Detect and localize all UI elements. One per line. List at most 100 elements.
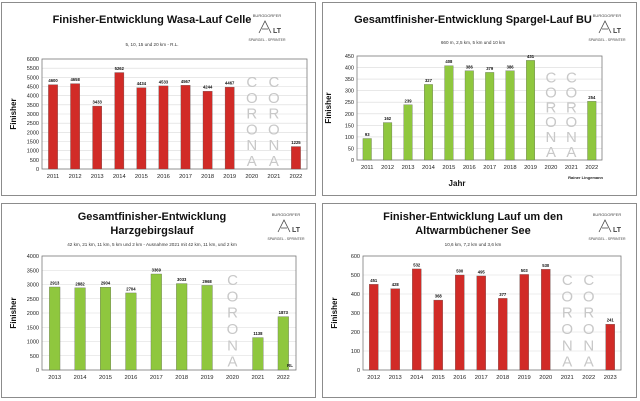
bar bbox=[362, 138, 372, 161]
x-tick-label: 2016 bbox=[463, 165, 476, 171]
bar bbox=[412, 268, 422, 371]
y-tick-label: 200 bbox=[345, 112, 354, 118]
bar bbox=[70, 83, 80, 170]
data-label: 4244 bbox=[203, 85, 213, 90]
data-label: 2968 bbox=[202, 279, 212, 284]
bar bbox=[505, 70, 515, 161]
corona-letter: A bbox=[269, 153, 279, 170]
x-tick-label: 2013 bbox=[91, 174, 104, 180]
corona-letter: O bbox=[545, 84, 557, 101]
data-label: 4567 bbox=[181, 79, 191, 84]
bar bbox=[369, 284, 379, 371]
corona-letter: R bbox=[562, 305, 573, 322]
x-tick-label: 2012 bbox=[69, 174, 82, 180]
corona-letter: O bbox=[268, 121, 280, 138]
data-label: 1138 bbox=[253, 331, 263, 336]
bar bbox=[291, 146, 301, 170]
corona-letter: A bbox=[546, 144, 556, 161]
x-tick-label: 2013 bbox=[389, 375, 402, 381]
logo-figure-icon bbox=[598, 20, 612, 34]
y-tick-label: 500 bbox=[30, 354, 39, 360]
data-label: 3369 bbox=[152, 267, 162, 272]
y-tick-label: 0 bbox=[351, 158, 354, 164]
bar bbox=[444, 65, 454, 161]
x-tick-label: 2016 bbox=[157, 174, 170, 180]
y-tick-label: 350 bbox=[345, 77, 354, 83]
y-tick-label: 5000 bbox=[27, 75, 39, 81]
x-tick-label: 2012 bbox=[367, 375, 380, 381]
bar bbox=[526, 60, 535, 161]
x-tick-label: 2017 bbox=[475, 375, 488, 381]
y-tick-label: 2000 bbox=[27, 311, 39, 317]
y-tick-label: 50 bbox=[348, 146, 354, 152]
data-label: 2913 bbox=[50, 280, 60, 285]
data-label: 4658 bbox=[70, 77, 80, 82]
corona-letter: N bbox=[562, 337, 573, 354]
x-tick-label: 2016 bbox=[124, 375, 137, 381]
x-tick-label: 2022 bbox=[277, 375, 290, 381]
corona-letter: R bbox=[546, 99, 557, 116]
bar bbox=[114, 72, 125, 170]
x-tick-label: 2011 bbox=[361, 165, 373, 171]
data-label: 530 bbox=[542, 263, 550, 268]
corona-letter: N bbox=[546, 129, 557, 146]
y-tick-label: 250 bbox=[345, 100, 354, 106]
data-label: 500 bbox=[456, 269, 464, 274]
data-label: 241 bbox=[607, 318, 615, 323]
corona-letter: R bbox=[268, 106, 279, 123]
corona-letter: A bbox=[562, 354, 572, 371]
corona-letter: A bbox=[566, 144, 576, 161]
plot-area bbox=[362, 255, 622, 371]
bar bbox=[498, 298, 508, 371]
logo-mark: LT bbox=[273, 28, 282, 35]
bar bbox=[519, 274, 529, 371]
data-label: 428 bbox=[392, 282, 400, 287]
corona-letter: C bbox=[246, 74, 257, 91]
y-tick-label: 400 bbox=[351, 292, 360, 298]
data-label: 4533 bbox=[159, 79, 169, 84]
corona-letter: O bbox=[561, 288, 573, 305]
y-axis-label: Finisher bbox=[330, 297, 339, 328]
bar bbox=[587, 101, 597, 161]
logo-bottom-text: SPARGEL - SPRINTER bbox=[589, 38, 626, 42]
data-label: 162 bbox=[384, 116, 392, 121]
corona-letter: O bbox=[583, 321, 595, 338]
y-axis-label: Finisher bbox=[9, 297, 18, 328]
data-label: 532 bbox=[413, 262, 421, 267]
y-tick-label: 300 bbox=[345, 89, 354, 95]
y-tick-label: 0 bbox=[36, 167, 39, 173]
corona-letter: O bbox=[227, 288, 239, 305]
y-tick-label: 1000 bbox=[27, 340, 39, 346]
corona-letter: O bbox=[583, 288, 595, 305]
logo-mark: LT bbox=[292, 227, 301, 234]
chart-title: Gesamtfinisher-Entwicklung Spargel-Lauf … bbox=[354, 14, 592, 26]
logo-top-text: BURGDORFER bbox=[272, 212, 301, 217]
x-tick-label: 2017 bbox=[150, 375, 163, 381]
data-label: 5262 bbox=[115, 66, 125, 71]
corona-letter: O bbox=[246, 90, 258, 107]
corona-letter: C bbox=[583, 272, 594, 289]
y-tick-label: 0 bbox=[357, 368, 360, 374]
y-tick-label: 4500 bbox=[27, 85, 39, 91]
x-tick-label: 2019 bbox=[223, 174, 236, 180]
logo-top-text: BURGDORFER bbox=[593, 13, 622, 18]
bar bbox=[390, 288, 400, 371]
bar bbox=[605, 324, 615, 371]
y-tick-label: 3000 bbox=[27, 283, 39, 289]
x-tick-label: 2020 bbox=[245, 174, 258, 180]
burgdorfer-logo-icon: BURGDORFER LT SPARGEL - SPRINTER bbox=[589, 212, 626, 241]
data-label: 503 bbox=[521, 268, 529, 273]
y-tick-label: 3500 bbox=[27, 268, 39, 274]
data-label: 2882 bbox=[75, 281, 85, 286]
x-tick-label: 2021 bbox=[561, 375, 574, 381]
corona-letter: O bbox=[545, 114, 557, 131]
x-tick-label: 2019 bbox=[518, 375, 531, 381]
bar bbox=[424, 84, 433, 161]
y-tick-label: 1500 bbox=[27, 325, 39, 331]
x-tick-label: 2016 bbox=[453, 375, 466, 381]
chart-title-line-2: Harzgebirgslauf bbox=[110, 225, 193, 237]
corona-letter: O bbox=[268, 90, 280, 107]
x-tick-label: 2023 bbox=[604, 375, 617, 381]
